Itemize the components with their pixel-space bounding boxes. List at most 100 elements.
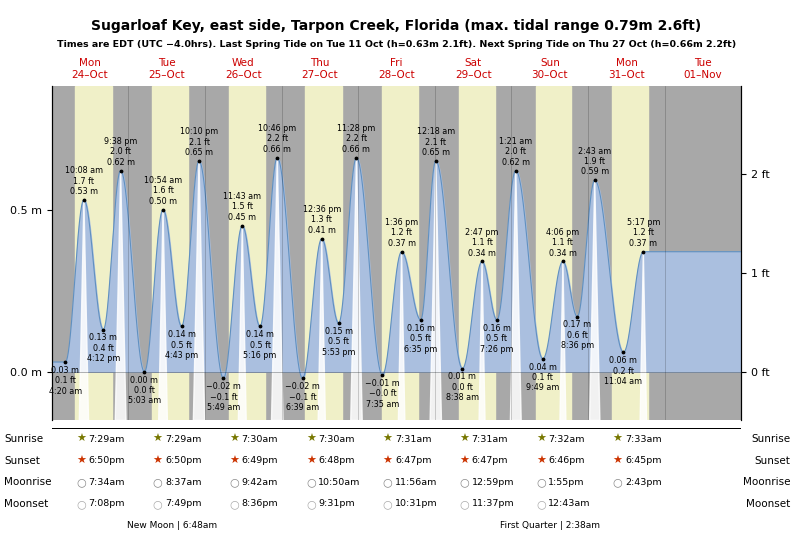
- Polygon shape: [511, 171, 521, 420]
- Text: 0.14 m
0.5 ft
4:43 pm: 0.14 m 0.5 ft 4:43 pm: [165, 330, 198, 360]
- Text: ★: ★: [612, 456, 623, 466]
- Text: 6:50pm: 6:50pm: [165, 457, 201, 465]
- Text: 1:36 pm
1.2 ft
0.37 m: 1:36 pm 1.2 ft 0.37 m: [385, 218, 418, 248]
- Text: 10:54 am
1.6 ft
0.50 m: 10:54 am 1.6 ft 0.50 m: [144, 176, 182, 206]
- Text: 7:31am: 7:31am: [395, 435, 431, 444]
- Text: 0.15 m
0.5 ft
5:53 pm: 0.15 m 0.5 ft 5:53 pm: [322, 327, 355, 357]
- Text: 0.04 m
0.1 ft
9:49 am: 0.04 m 0.1 ft 9:49 am: [526, 363, 560, 392]
- Text: 9:31pm: 9:31pm: [318, 500, 355, 508]
- Polygon shape: [193, 161, 205, 420]
- Text: 6:46pm: 6:46pm: [548, 457, 584, 465]
- Text: ○: ○: [76, 478, 86, 487]
- Text: ○: ○: [153, 478, 163, 487]
- Bar: [511, 86, 588, 420]
- Text: 12:59pm: 12:59pm: [472, 478, 514, 487]
- Bar: [128, 86, 205, 420]
- Polygon shape: [79, 200, 89, 420]
- Text: 6:49pm: 6:49pm: [242, 457, 278, 465]
- Text: ○: ○: [536, 478, 546, 487]
- Text: 4:06 pm
1.1 ft
0.34 m: 4:06 pm 1.1 ft 0.34 m: [546, 228, 580, 258]
- Bar: [535, 86, 572, 420]
- Text: 10:46 pm
2.2 ft
0.66 m: 10:46 pm 2.2 ft 0.66 m: [259, 124, 297, 154]
- Text: 5:17 pm
1.2 ft
0.37 m: 5:17 pm 1.2 ft 0.37 m: [626, 218, 660, 248]
- Text: ★: ★: [229, 434, 239, 444]
- Text: Sunset: Sunset: [755, 456, 791, 466]
- Text: 0.16 m
0.5 ft
7:26 pm: 0.16 m 0.5 ft 7:26 pm: [480, 324, 514, 354]
- Bar: [665, 86, 741, 420]
- Text: 0.03 m
0.1 ft
4:20 am: 0.03 m 0.1 ft 4:20 am: [48, 366, 82, 396]
- Text: 7:29am: 7:29am: [165, 435, 201, 444]
- Bar: [459, 86, 495, 420]
- Bar: [358, 86, 435, 420]
- Text: Sugarloaf Key, east side, Tarpon Creek, Florida (max. tidal range 0.79m 2.6ft): Sugarloaf Key, east side, Tarpon Creek, …: [91, 19, 702, 33]
- Text: 6:50pm: 6:50pm: [88, 457, 125, 465]
- Text: 7:49pm: 7:49pm: [165, 500, 201, 508]
- Polygon shape: [640, 252, 646, 420]
- Text: 7:29am: 7:29am: [88, 435, 125, 444]
- Text: 11:56am: 11:56am: [395, 478, 437, 487]
- Polygon shape: [590, 181, 600, 420]
- Text: New Moon | 6:48am: New Moon | 6:48am: [127, 521, 217, 530]
- Text: 12:18 am
2.1 ft
0.65 m: 12:18 am 2.1 ft 0.65 m: [416, 127, 455, 157]
- Text: Sunrise: Sunrise: [4, 434, 43, 444]
- Polygon shape: [430, 161, 442, 420]
- Text: 0.17 m
0.6 ft
8:36 pm: 0.17 m 0.6 ft 8:36 pm: [561, 321, 594, 350]
- Text: ○: ○: [306, 478, 316, 487]
- Text: 12:43am: 12:43am: [548, 500, 591, 508]
- Text: 11:37pm: 11:37pm: [472, 500, 514, 508]
- Text: Moonrise: Moonrise: [4, 478, 52, 487]
- Text: 10:10 pm
2.1 ft
0.65 m: 10:10 pm 2.1 ft 0.65 m: [180, 127, 218, 157]
- Polygon shape: [351, 157, 362, 420]
- Text: Moonrise: Moonrise: [743, 478, 791, 487]
- Text: Sunset: Sunset: [4, 456, 40, 466]
- Text: ○: ○: [229, 478, 239, 487]
- Bar: [305, 86, 342, 420]
- Text: −0.01 m
−0.0 ft
7:35 am: −0.01 m −0.0 ft 7:35 am: [365, 379, 400, 409]
- Text: 0.16 m
0.5 ft
6:35 pm: 0.16 m 0.5 ft 6:35 pm: [404, 324, 438, 354]
- Text: 0.14 m
0.5 ft
5:16 pm: 0.14 m 0.5 ft 5:16 pm: [243, 330, 277, 360]
- Text: ★: ★: [536, 434, 546, 444]
- Text: ○: ○: [613, 478, 623, 487]
- Text: 0.01 m
0.0 ft
8:38 am: 0.01 m 0.0 ft 8:38 am: [446, 372, 479, 402]
- Text: 6:45pm: 6:45pm: [625, 457, 661, 465]
- Polygon shape: [560, 261, 566, 420]
- Text: 11:28 pm
2.2 ft
0.66 m: 11:28 pm 2.2 ft 0.66 m: [337, 124, 376, 154]
- Text: 8:36pm: 8:36pm: [242, 500, 278, 508]
- Text: 7:31am: 7:31am: [472, 435, 508, 444]
- Text: 11:43 am
1.5 ft
0.45 m: 11:43 am 1.5 ft 0.45 m: [223, 192, 262, 222]
- Bar: [282, 86, 358, 420]
- Text: 0.13 m
0.4 ft
4:12 pm: 0.13 m 0.4 ft 4:12 pm: [86, 334, 120, 363]
- Polygon shape: [318, 239, 325, 420]
- Text: 7:30am: 7:30am: [318, 435, 354, 444]
- Bar: [588, 86, 665, 420]
- Text: ○: ○: [229, 499, 239, 509]
- Text: 1:55pm: 1:55pm: [548, 478, 584, 487]
- Text: 0.00 m
0.0 ft
5:03 am: 0.00 m 0.0 ft 5:03 am: [128, 376, 161, 405]
- Bar: [435, 86, 511, 420]
- Text: ○: ○: [383, 499, 393, 509]
- Text: ★: ★: [152, 434, 163, 444]
- Text: ★: ★: [229, 456, 239, 466]
- Text: Sunrise: Sunrise: [752, 434, 791, 444]
- Text: 1:21 am
2.0 ft
0.62 m: 1:21 am 2.0 ft 0.62 m: [499, 137, 532, 167]
- Text: ★: ★: [382, 434, 393, 444]
- Text: 7:08pm: 7:08pm: [88, 500, 125, 508]
- Text: ★: ★: [459, 456, 469, 466]
- Polygon shape: [115, 171, 126, 420]
- Bar: [382, 86, 418, 420]
- Bar: [75, 86, 112, 420]
- Text: ○: ○: [153, 499, 163, 509]
- Text: −0.02 m
−0.1 ft
6:39 am: −0.02 m −0.1 ft 6:39 am: [285, 382, 320, 412]
- Text: 6:47pm: 6:47pm: [395, 457, 431, 465]
- Polygon shape: [271, 157, 283, 420]
- Polygon shape: [159, 210, 167, 420]
- Text: −0.02 m
−0.1 ft
5:49 am: −0.02 m −0.1 ft 5:49 am: [206, 382, 241, 412]
- Text: 9:42am: 9:42am: [242, 478, 278, 487]
- Text: 0.06 m
0.2 ft
11:04 am: 0.06 m 0.2 ft 11:04 am: [604, 356, 642, 386]
- Text: ★: ★: [76, 434, 86, 444]
- Text: ★: ★: [382, 456, 393, 466]
- Text: Moonset: Moonset: [4, 499, 48, 509]
- Text: 7:32am: 7:32am: [548, 435, 584, 444]
- Text: Times are EDT (UTC −4.0hrs). Last Spring Tide on Tue 11 Oct (h=0.63m 2.1ft). Nex: Times are EDT (UTC −4.0hrs). Last Spring…: [57, 40, 736, 50]
- Text: 2:43 am
1.9 ft
0.59 m: 2:43 am 1.9 ft 0.59 m: [578, 147, 611, 176]
